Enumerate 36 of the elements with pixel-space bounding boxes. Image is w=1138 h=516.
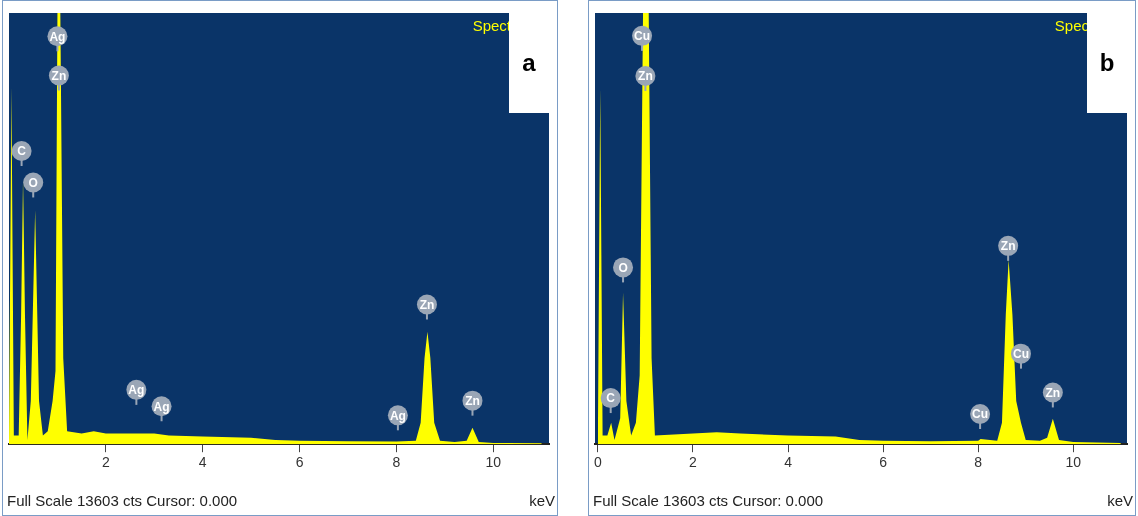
x-axis-title: keV [1107, 491, 1133, 509]
x-tick-label: 6 [879, 454, 888, 471]
text: Full Scale 13603 cts Cursor: 0.000 [7, 491, 238, 509]
annotation: Cu [1012, 346, 1029, 361]
annotation: Zn [1000, 239, 1016, 254]
annotation: Zn [419, 297, 435, 312]
x-tick-label: 8 [392, 454, 401, 471]
annotation: Cu [634, 29, 651, 44]
x-tick-label: 4 [198, 454, 207, 471]
x-axis-title: keV [529, 491, 555, 509]
x-tick-label: 2 [689, 454, 698, 471]
annotation: Zn [465, 393, 480, 408]
x-tick-label: 4 [784, 454, 793, 471]
annotation: Spec [1054, 16, 1090, 34]
annotation: O [28, 175, 38, 190]
annotation: Zn [51, 68, 67, 83]
annotation: C [606, 391, 616, 406]
x-tick-label: 6 [295, 454, 304, 471]
annotation: Ag [49, 29, 66, 44]
text: Full Scale 13603 cts Cursor: 0.000 [593, 491, 824, 509]
annotation: Ag [153, 399, 170, 414]
text: b [1099, 49, 1115, 76]
annotation: Spect [472, 16, 512, 34]
text: a [522, 49, 536, 76]
annotation: Ag [128, 383, 145, 398]
annotation: Cu [972, 407, 989, 422]
x-tick-label: 8 [974, 454, 983, 471]
annotation: Zn [638, 69, 653, 84]
x-tick-label: 10 [485, 454, 502, 471]
annotation: O [618, 260, 628, 275]
x-tick-label: 2 [101, 454, 110, 471]
x-tick-label: 10 [1065, 454, 1082, 471]
x-tick-label: 0 [593, 454, 602, 471]
annotation: Ag [389, 408, 406, 423]
annotation: Zn [1045, 385, 1061, 400]
annotation: C [17, 144, 27, 159]
